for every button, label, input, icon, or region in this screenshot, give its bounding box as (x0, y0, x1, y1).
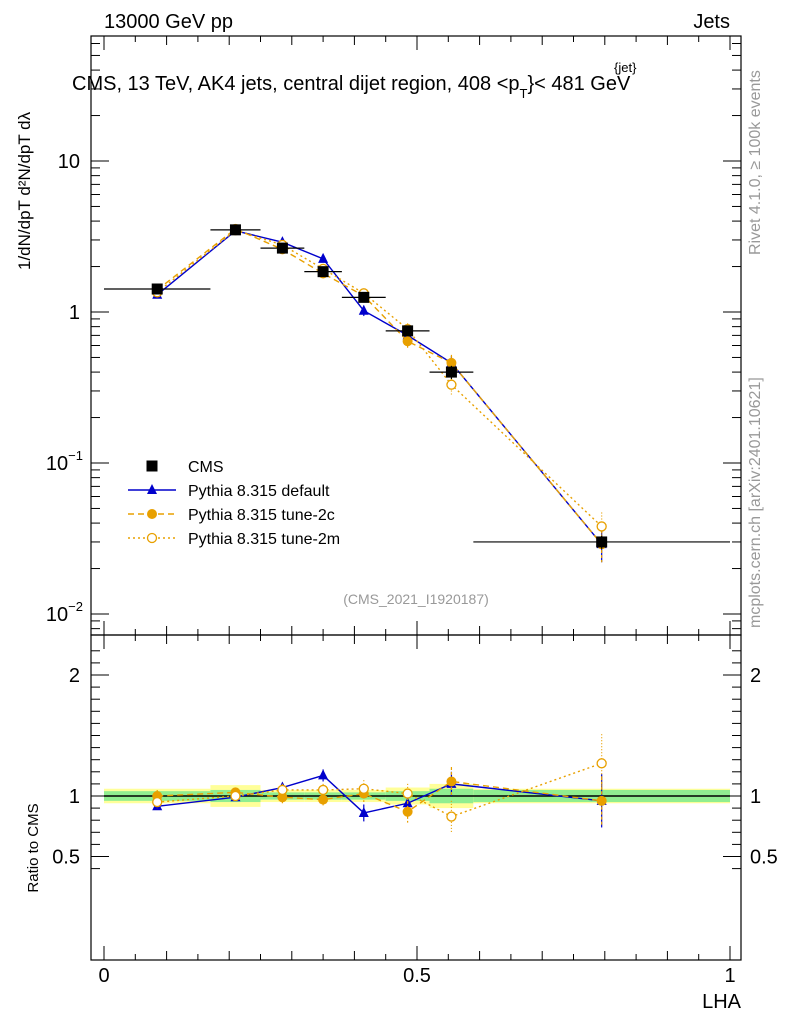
marker-open-circle (152, 796, 163, 808)
legend-item: Pythia 8.315 default (128, 483, 330, 500)
x-tick-label: 1 (724, 965, 735, 987)
ratio-y-tick-label-right: 2 (750, 665, 761, 687)
y-tick-exp: −2 (68, 599, 83, 614)
marker-open-circle (317, 784, 329, 796)
marker-open-circle (446, 811, 457, 822)
x-axis-label: LHA (702, 991, 742, 1013)
marker-square (317, 266, 329, 278)
y-tick-label: 10−1 (46, 448, 83, 475)
y-tick-label: 10 (58, 151, 80, 173)
marker-square (358, 291, 370, 303)
marker-triangle (318, 769, 329, 780)
plot-title-sub: T (520, 86, 528, 101)
legend-label: CMS (188, 459, 224, 476)
marker-open-circle (596, 758, 607, 769)
series-line (156, 229, 603, 527)
plot-title: CMS, 13 TeV, AK4 jets, central dijet reg… (72, 73, 631, 101)
marker-open-circle (358, 783, 369, 794)
marker-square (146, 460, 158, 472)
y-tick-base: 10 (46, 453, 68, 475)
x-tick-label: 0.5 (403, 965, 431, 987)
marker-circle (446, 776, 457, 787)
ratio-y-tick-label: 2 (69, 665, 80, 687)
analysis-label: (CMS_2021_I1920187) (343, 591, 489, 607)
marker-circle (402, 806, 413, 817)
marker-circle (318, 794, 329, 805)
marker-square (151, 283, 163, 295)
legend-item: CMS (146, 459, 224, 476)
marker-open-circle (596, 521, 607, 532)
ratio-y-tick-label-right: 0.5 (750, 847, 778, 869)
legend: CMS Pythia 8.315 default Pythia 8.315 tune… (128, 459, 340, 548)
marker-triangle (147, 484, 157, 494)
legend-item: Pythia 8.315 tune-2c (128, 507, 335, 524)
series-cms (104, 224, 730, 549)
main-ylabel: 1/dN/dpT d²N/dpT dλ (15, 111, 34, 270)
legend-item: Pythia 8.315 tune-2m (128, 531, 340, 548)
marker-circle (402, 336, 413, 347)
plot-title-sup: {jet} (614, 60, 637, 75)
legend-label: Pythia 8.315 default (188, 483, 330, 500)
marker-square (276, 242, 288, 254)
plot-title-end: }< 481 GeV (527, 73, 631, 95)
marker-square (229, 224, 241, 236)
ratio-frame (90, 634, 742, 961)
legend-label: Pythia 8.315 tune-2c (188, 507, 335, 524)
category-label: Jets (693, 11, 730, 33)
marker-triangle (358, 304, 369, 315)
marker-circle (277, 792, 288, 803)
marker-open-circle (446, 379, 457, 390)
y-tick-label: 1 (69, 302, 80, 324)
y-tick-label: 10−2 (46, 599, 83, 626)
marker-open-circle (230, 790, 241, 802)
ratio-y-tick-label: 1 (69, 786, 80, 808)
y-tick-base: 10 (46, 604, 68, 626)
y-tick-exp: −1 (68, 448, 83, 463)
marker-triangle (358, 806, 369, 817)
ratio-y-tick-label-right: 1 (750, 786, 761, 808)
main-ylabel-text: 1/dN/dpT d²N/dpT dλ (15, 111, 34, 270)
marker-circle (147, 509, 157, 519)
marker-square (596, 536, 608, 548)
ratio-panel: 0 0.5 1 2 2 1 1 0.5 0.5 (52, 634, 778, 987)
series-line (156, 228, 603, 545)
marker-square (445, 366, 457, 378)
marker-open-circle (146, 532, 158, 544)
ratio-ylabel: Ratio to CMS (25, 803, 42, 892)
collision-label: 13000 GeV pp (104, 11, 233, 33)
plot-title-main: CMS, 13 TeV, AK4 jets, central dijet reg… (72, 73, 520, 95)
legend-label: Pythia 8.315 tune-2m (188, 531, 340, 548)
marker-triangle (318, 252, 329, 263)
marker-circle (596, 795, 607, 806)
ratio-y-tick-label: 0.5 (52, 847, 80, 869)
marker-square (402, 325, 414, 337)
series-line (157, 762, 602, 818)
marker-open-circle (402, 788, 413, 799)
rivet-label: Rivet 4.1.0, ≥ 100k events (747, 70, 764, 255)
mcplots-label: mcplots.cern.ch [arXiv:2401.10621] (747, 377, 764, 628)
marker-circle (446, 357, 457, 368)
x-tick-label: 0 (98, 965, 109, 987)
series-pythia-8-315-tune-2m (152, 734, 607, 833)
marker-open-circle (277, 784, 288, 796)
